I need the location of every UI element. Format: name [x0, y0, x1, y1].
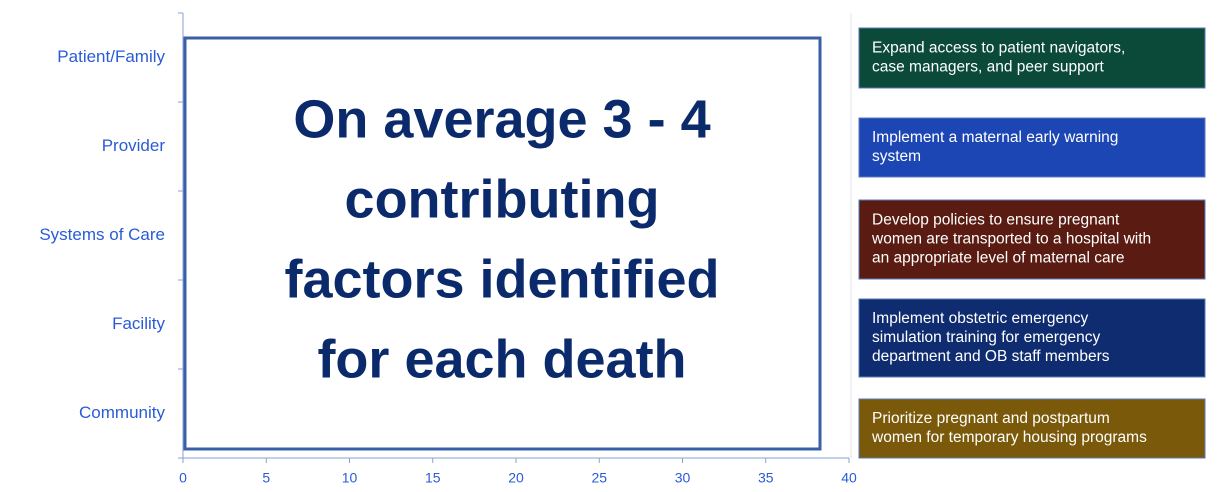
annotation-box: [183, 36, 822, 451]
x-tick-label: 20: [508, 470, 524, 486]
y-tick-label: Community: [79, 403, 165, 422]
x-tick-label: 40: [841, 470, 857, 486]
recommendation-box: [858, 398, 1206, 459]
annotation-text: contributing: [345, 169, 660, 229]
y-tick-label: Facility: [112, 314, 165, 333]
recommendation-text: women for temporary housing programs: [871, 429, 1147, 446]
x-tick-label: 5: [262, 470, 270, 486]
x-tick-label: 35: [758, 470, 774, 486]
annotation-text: factors identified: [284, 249, 719, 309]
x-tick-label: 30: [675, 470, 691, 486]
y-tick-label: Provider: [102, 136, 166, 155]
recommendation-text: case managers, and peer support: [872, 59, 1104, 76]
x-tick-label: 0: [179, 470, 187, 486]
annotation-text: for each death: [317, 329, 686, 389]
recommendation-text: system: [872, 148, 921, 165]
recommendation-box: [858, 27, 1206, 89]
recommendation-text: Implement obstetric emergency: [872, 310, 1088, 327]
x-tick-label: 15: [425, 470, 441, 486]
recommendation-text: simulation training for emergency: [872, 329, 1101, 346]
annotation-text: On average 3 - 4: [293, 89, 710, 149]
recommendation-text: department and OB staff members: [872, 348, 1110, 365]
y-tick-label: Systems of Care: [39, 225, 165, 244]
recommendation-text: Prioritize pregnant and postpartum: [872, 410, 1110, 427]
x-tick-label: 25: [591, 470, 607, 486]
recommendation-text: Develop policies to ensure pregnant: [872, 212, 1120, 229]
recommendation-text: Expand access to patient navigators,: [872, 40, 1125, 57]
recommendation-text: Implement a maternal early warning: [872, 129, 1118, 146]
x-tick-label: 10: [342, 470, 358, 486]
recommendation-box: [858, 117, 1206, 178]
y-tick-label: Patient/Family: [57, 47, 165, 66]
recommendation-box: [858, 199, 1206, 280]
recommendation-text: women are transported to a hospital with: [871, 231, 1151, 248]
recommendation-text: an appropriate level of maternal care: [872, 250, 1124, 267]
recommendation-box: [858, 298, 1206, 378]
